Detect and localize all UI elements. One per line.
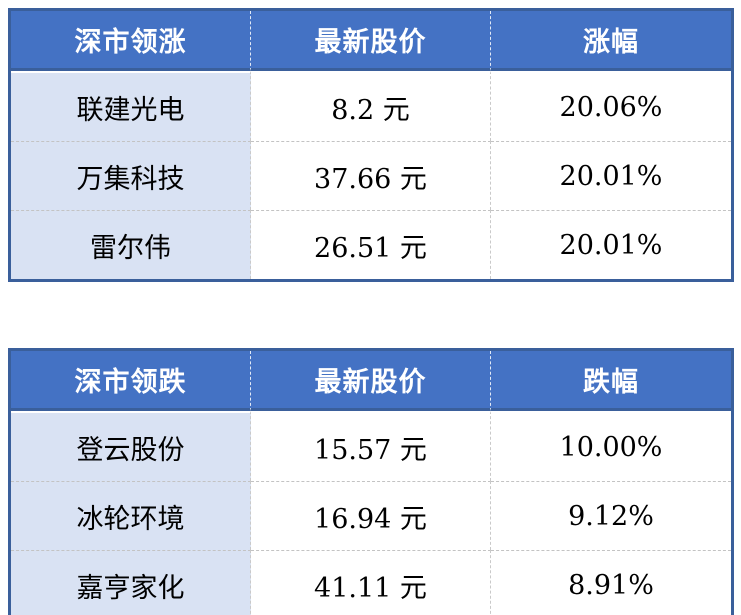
stock-name-cell: 雷尔伟 [11,210,251,279]
price-cell: 15.57 元 [251,411,491,481]
price-cell: 8.2 元 [251,71,491,141]
table-row: 登云股份 15.57 元 10.00% [11,411,731,481]
losers-header-row: 深市领跌 最新股价 跌幅 [11,351,731,411]
losers-header-latest-price: 最新股价 [251,351,491,411]
stock-name-cell: 万集科技 [11,141,251,210]
change-cell: 8.91% [491,550,731,615]
gainers-header-change: 涨幅 [491,11,731,71]
change-cell: 9.12% [491,481,731,550]
gainers-header-latest-price: 最新股价 [251,11,491,71]
losers-header-change: 跌幅 [491,351,731,411]
gainers-header-category: 深市领涨 [11,11,251,71]
shenzhen-losers-table: 深市领跌 最新股价 跌幅 登云股份 15.57 元 10.00% 冰轮环境 16… [8,348,734,615]
price-cell: 37.66 元 [251,141,491,210]
shenzhen-gainers-table: 深市领涨 最新股价 涨幅 联建光电 8.2 元 20.06% 万集科技 37.6… [8,8,734,282]
table-row: 万集科技 37.66 元 20.01% [11,141,731,210]
losers-header-category: 深市领跌 [11,351,251,411]
table-gap [8,282,734,348]
table-row: 嘉亨家化 41.11 元 8.91% [11,550,731,615]
change-cell: 20.01% [491,141,731,210]
table-row: 冰轮环境 16.94 元 9.12% [11,481,731,550]
table-row: 雷尔伟 26.51 元 20.01% [11,210,731,279]
gainers-header-row: 深市领涨 最新股价 涨幅 [11,11,731,71]
stock-name-cell: 登云股份 [11,411,251,481]
change-cell: 10.00% [491,411,731,481]
change-cell: 20.06% [491,71,731,141]
table-row: 联建光电 8.2 元 20.06% [11,71,731,141]
price-cell: 41.11 元 [251,550,491,615]
stock-name-cell: 冰轮环境 [11,481,251,550]
stock-name-cell: 嘉亨家化 [11,550,251,615]
change-cell: 20.01% [491,210,731,279]
price-cell: 26.51 元 [251,210,491,279]
stock-name-cell: 联建光电 [11,71,251,141]
price-cell: 16.94 元 [251,481,491,550]
